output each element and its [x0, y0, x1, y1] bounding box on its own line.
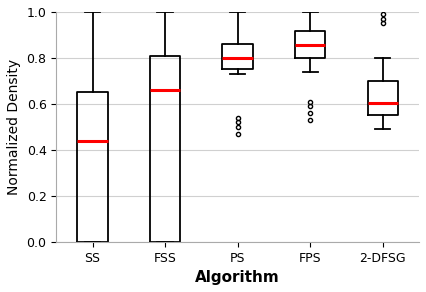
Y-axis label: Normalized Density: Normalized Density: [7, 59, 21, 195]
X-axis label: Algorithm: Algorithm: [195, 270, 280, 285]
